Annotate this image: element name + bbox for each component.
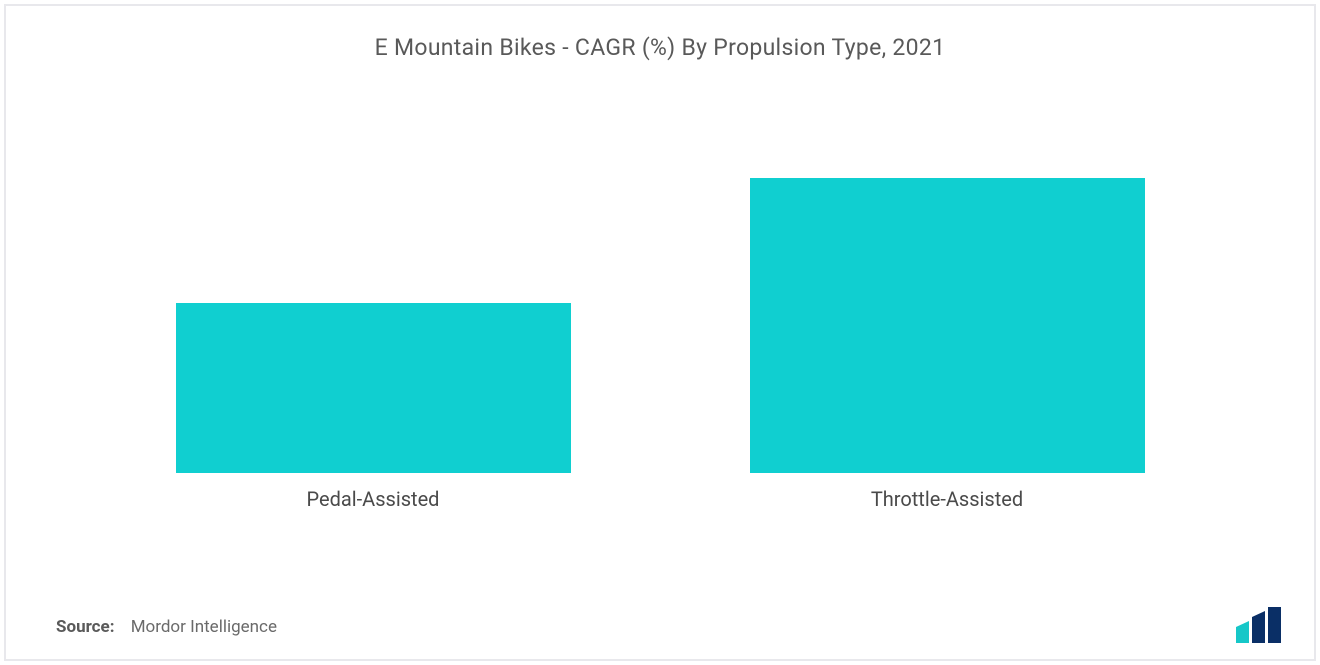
bar-label-1: Throttle-Assisted — [871, 487, 1023, 511]
source-label: Source: — [56, 617, 114, 637]
bar-group-0: Pedal-Assisted — [173, 303, 573, 511]
bar-0 — [176, 303, 571, 473]
bar-1 — [750, 178, 1145, 473]
chart-container: E Mountain Bikes - CAGR (%) By Propulsio… — [4, 4, 1316, 661]
plot-area: Pedal-Assisted Throttle-Assisted — [56, 111, 1264, 511]
bar-label-0: Pedal-Assisted — [307, 487, 440, 511]
source-row: Source: Mordor Intelligence — [56, 617, 277, 637]
source-value: Mordor Intelligence — [131, 617, 277, 637]
logo-icon — [1236, 607, 1286, 643]
bar-group-1: Throttle-Assisted — [747, 178, 1147, 511]
brand-logo — [1236, 607, 1286, 643]
chart-title: E Mountain Bikes - CAGR (%) By Propulsio… — [56, 34, 1264, 61]
